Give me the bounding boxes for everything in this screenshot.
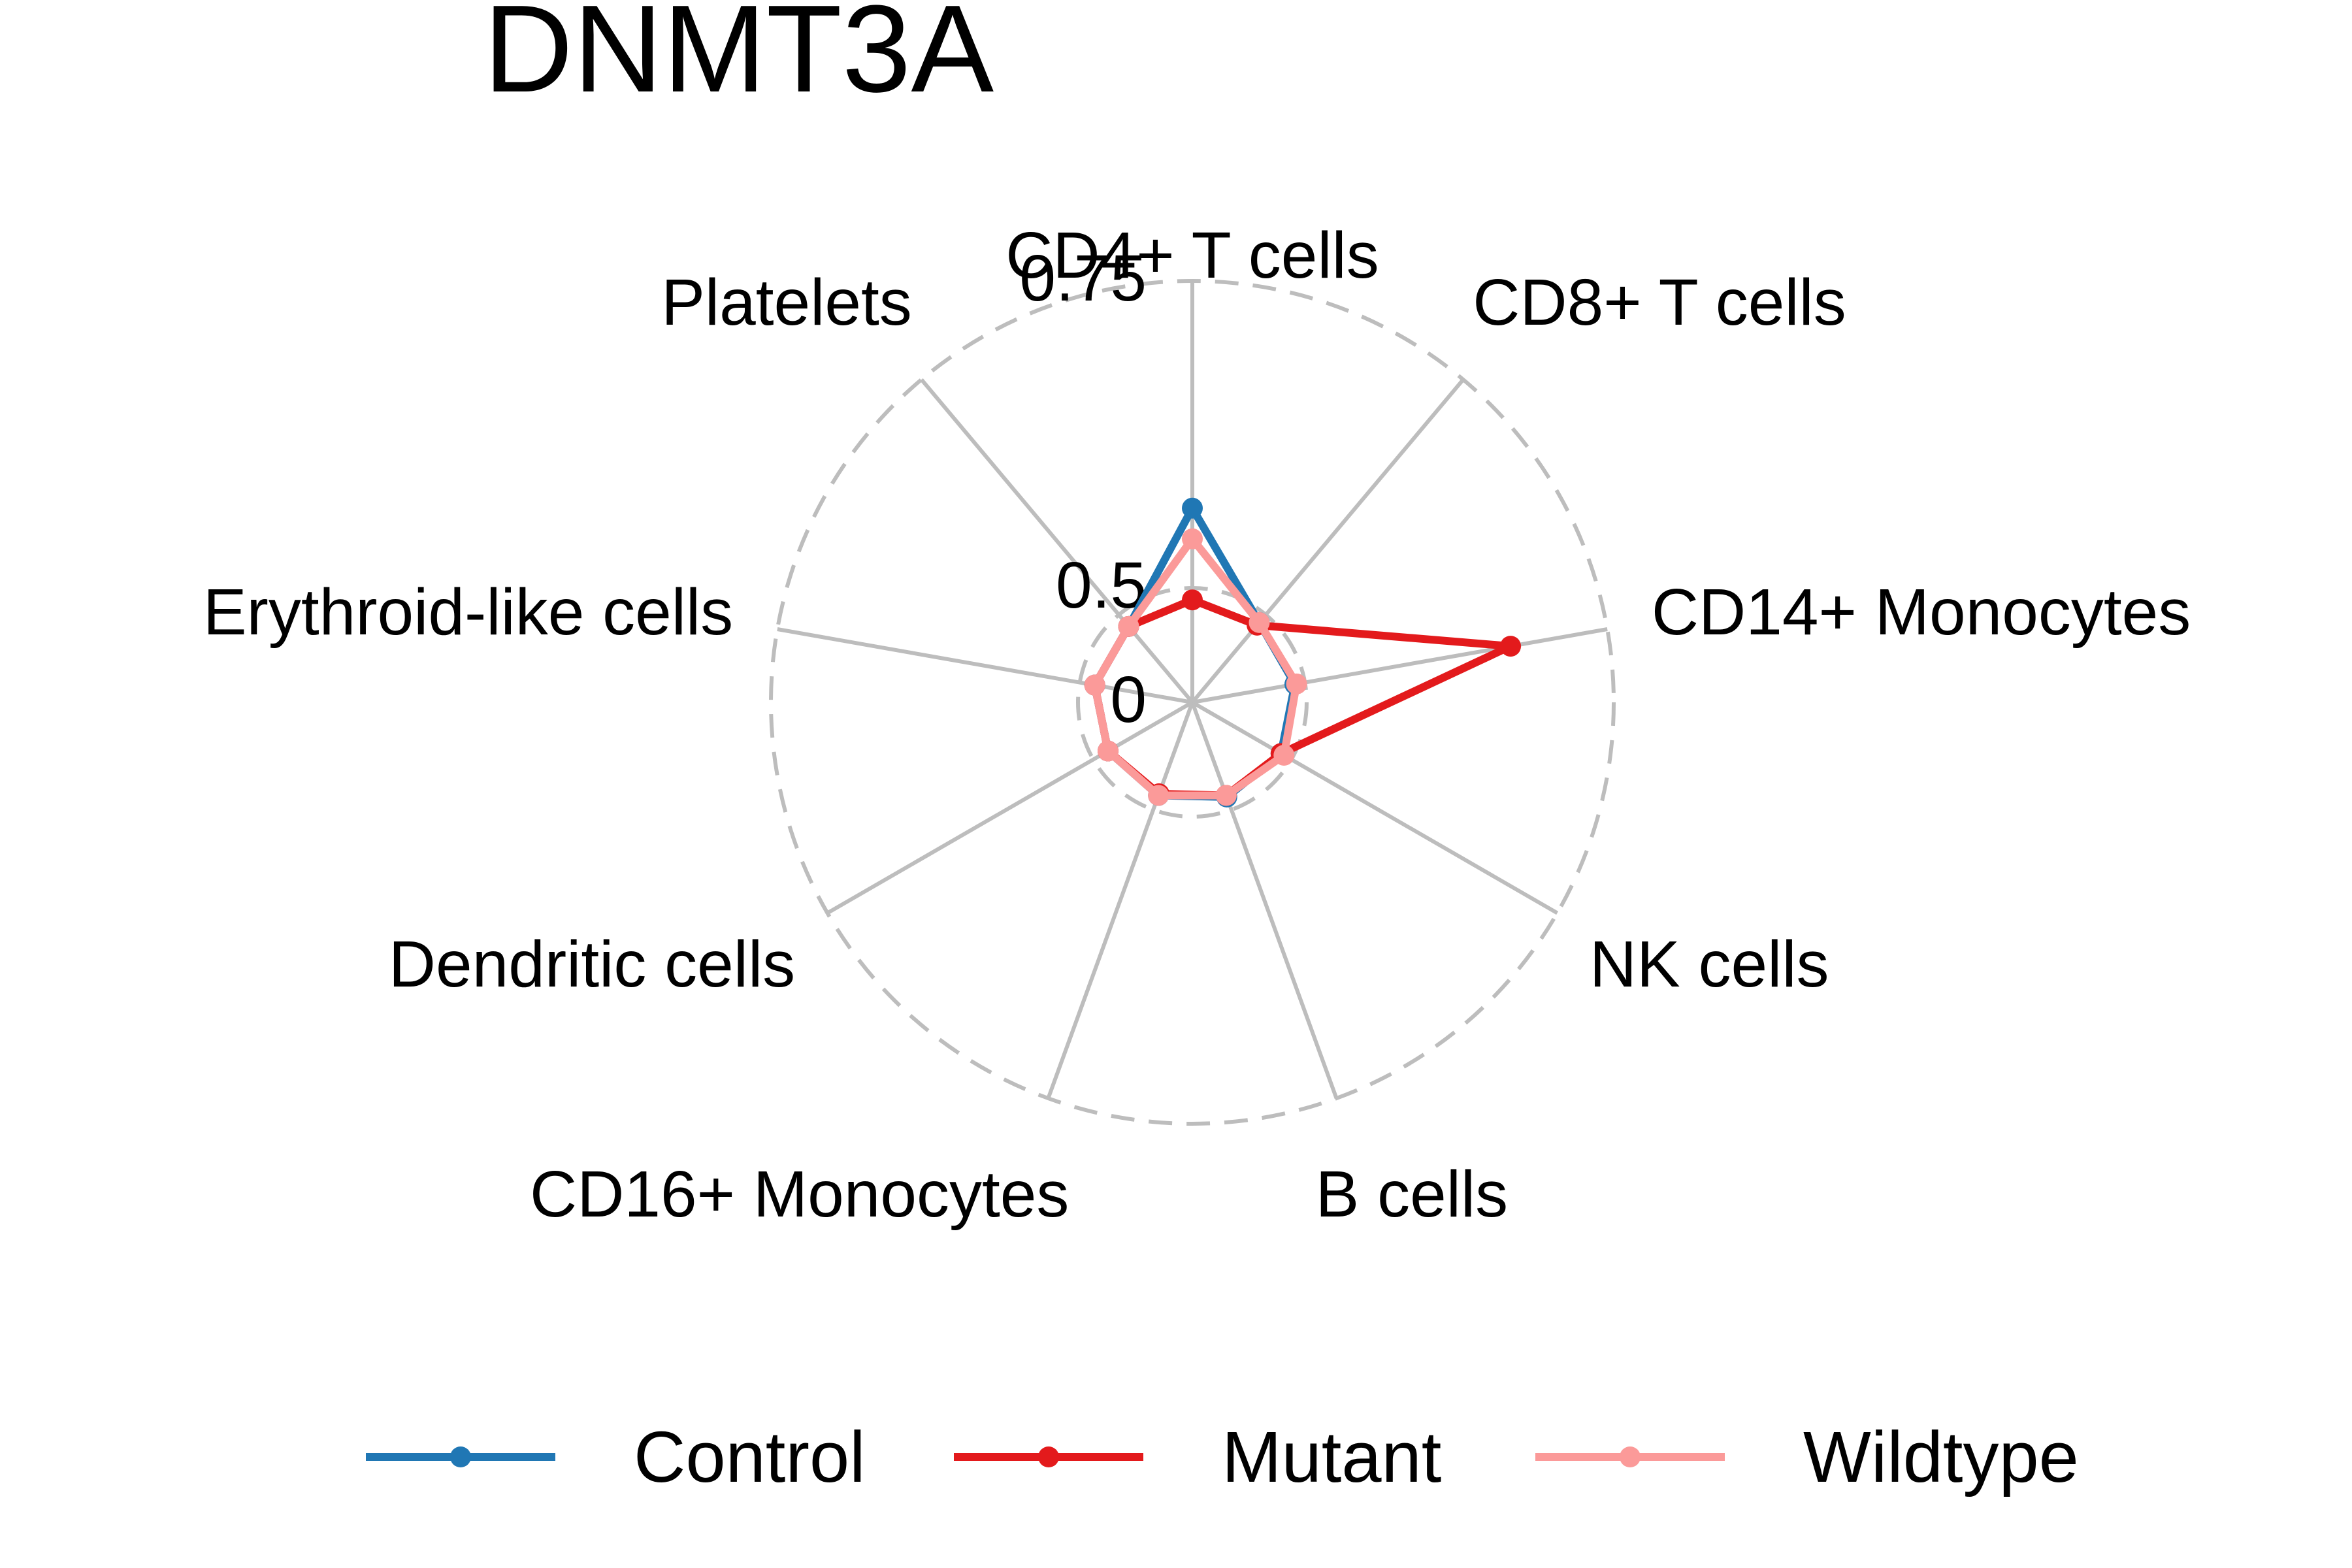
series-plot-area — [1084, 497, 1522, 808]
legend-item-control: Control — [366, 1417, 866, 1497]
category-label: CD4+ T cells — [1005, 219, 1379, 292]
category-label: NK cells — [1590, 928, 1829, 1001]
legend-item-mutant: Mutant — [954, 1417, 1441, 1497]
spoke-2 — [1192, 627, 1608, 704]
radial-tick-labels: 0 0.5 0.75 — [1019, 242, 1147, 736]
category-label: Platelets — [661, 266, 912, 339]
legend-label: Wildtype — [1803, 1417, 2079, 1497]
data-point — [1118, 615, 1139, 637]
chart-title: DNMT3A — [483, 0, 994, 118]
data-point — [1097, 740, 1119, 762]
radial-tick-label: 0.5 — [1056, 549, 1147, 622]
data-point — [1148, 785, 1169, 806]
series-line — [1090, 534, 1301, 800]
spoke-3 — [1191, 700, 1559, 915]
data-point — [1215, 785, 1237, 806]
category-label: CD8+ T cells — [1473, 266, 1846, 339]
category-label: CD14+ Monocytes — [1652, 576, 2191, 649]
data-point — [1084, 674, 1105, 696]
series-wildtype — [1084, 528, 1307, 806]
spoke-5 — [1046, 701, 1194, 1100]
radial-tick-label: 0 — [1110, 663, 1147, 736]
data-point — [1249, 612, 1270, 633]
radial-tick-label: 0.75 — [1019, 242, 1147, 315]
legend-label: Control — [634, 1417, 866, 1497]
legend-label: Mutant — [1222, 1417, 1441, 1497]
data-point — [1182, 528, 1203, 549]
legend: Control Mutant Wildtype — [366, 1417, 2079, 1497]
series-mutant — [1084, 589, 1522, 806]
spoke-8 — [920, 378, 1194, 704]
legend-marker — [1620, 1446, 1641, 1467]
legend-marker — [1038, 1446, 1059, 1467]
category-label: Dendritic cells — [389, 928, 795, 1001]
category-label: CD16+ Monocytes — [530, 1158, 1069, 1231]
category-label: B cells — [1316, 1158, 1509, 1231]
category-label: Erythroid-like cells — [203, 576, 733, 649]
spoke-6 — [826, 700, 1194, 915]
radar-spokes — [777, 281, 1608, 1100]
data-point — [1273, 745, 1295, 766]
legend-marker — [450, 1446, 471, 1467]
spoke-7 — [777, 627, 1193, 704]
spoke-4 — [1190, 701, 1339, 1100]
spoke-1 — [1190, 378, 1465, 704]
category-labels: CD4+ T cells CD8+ T cells CD14+ Monocytes N… — [203, 219, 2191, 1231]
data-point — [1500, 636, 1522, 657]
data-point — [1182, 589, 1203, 611]
legend-item-wildtype: Wildtype — [1535, 1417, 2079, 1497]
data-point — [1182, 497, 1203, 519]
data-point — [1286, 673, 1307, 694]
